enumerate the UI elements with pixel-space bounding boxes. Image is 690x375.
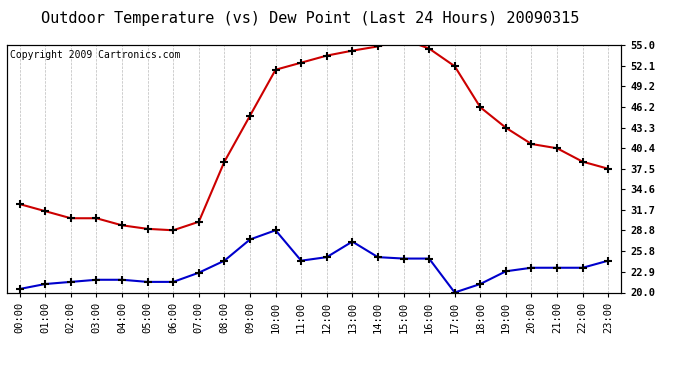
Text: Outdoor Temperature (vs) Dew Point (Last 24 Hours) 20090315: Outdoor Temperature (vs) Dew Point (Last… (41, 11, 580, 26)
Text: Copyright 2009 Cartronics.com: Copyright 2009 Cartronics.com (10, 50, 180, 60)
